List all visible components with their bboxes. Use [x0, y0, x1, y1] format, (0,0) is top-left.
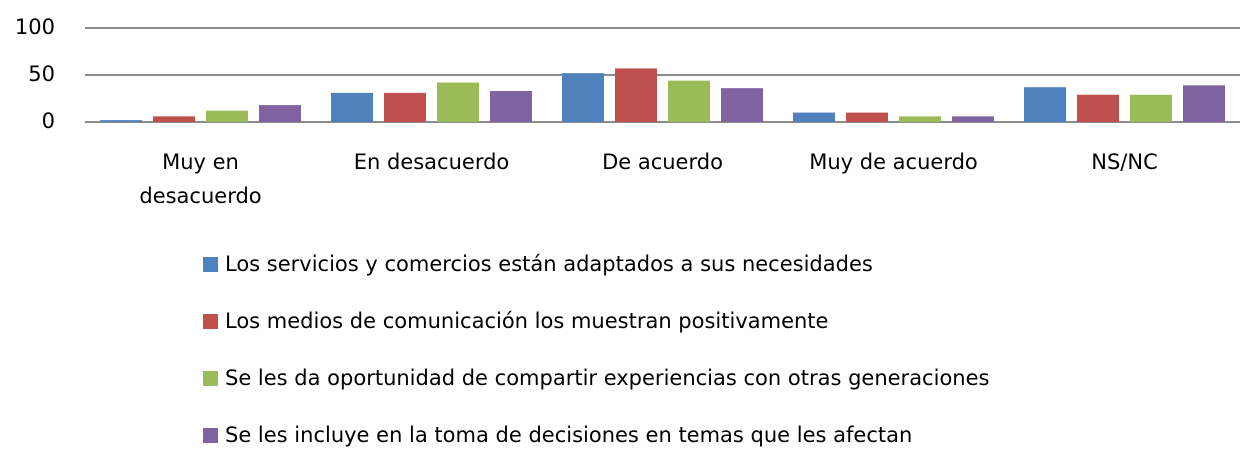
bar [1024, 87, 1066, 122]
bar [721, 88, 763, 122]
legend-item: Los servicios y comercios están adaptado… [203, 252, 873, 276]
legend-label: Se les da oportunidad de compartir exper… [225, 366, 990, 390]
x-tick-label: NS/NC [1091, 150, 1158, 174]
x-tick-label: De acuerdo [602, 150, 723, 174]
bar [1130, 94, 1172, 122]
bar [846, 112, 888, 122]
legend-label: Los medios de comunicación los muestran … [225, 309, 829, 333]
legend-item: Se les incluye en la toma de decisiones … [203, 423, 912, 447]
bar [562, 73, 604, 122]
bar [259, 105, 301, 122]
bar [899, 116, 941, 122]
legend-label: Los servicios y comercios están adaptado… [225, 252, 873, 276]
y-tick-label: 100 [15, 15, 55, 39]
bar [206, 110, 248, 122]
bar [384, 92, 426, 122]
legend-swatch [203, 256, 218, 272]
y-tick-label: 0 [42, 109, 55, 133]
bar [668, 80, 710, 122]
x-tick-label: En desacuerdo [353, 150, 510, 174]
y-tick-label: 50 [28, 62, 55, 86]
x-tick-label: Muy en desacuerdo [139, 150, 262, 208]
bar [100, 120, 142, 122]
bar [1077, 94, 1119, 122]
bar [615, 68, 657, 122]
x-tick-label: Muy de acuerdo [809, 150, 978, 174]
legend-item: Los medios de comunicación los muestran … [203, 309, 828, 333]
legend-item: Se les da oportunidad de compartir exper… [203, 366, 989, 390]
legend-swatch [203, 370, 218, 386]
bar [490, 90, 532, 122]
bar [331, 92, 373, 122]
legend-swatch [203, 313, 218, 329]
bar [437, 82, 479, 122]
bar [153, 116, 195, 122]
bar [1183, 85, 1225, 122]
legend-label: Se les incluye en la toma de decisiones … [225, 423, 913, 447]
bar [952, 116, 994, 122]
bar [793, 112, 835, 122]
legend-swatch [203, 427, 218, 443]
